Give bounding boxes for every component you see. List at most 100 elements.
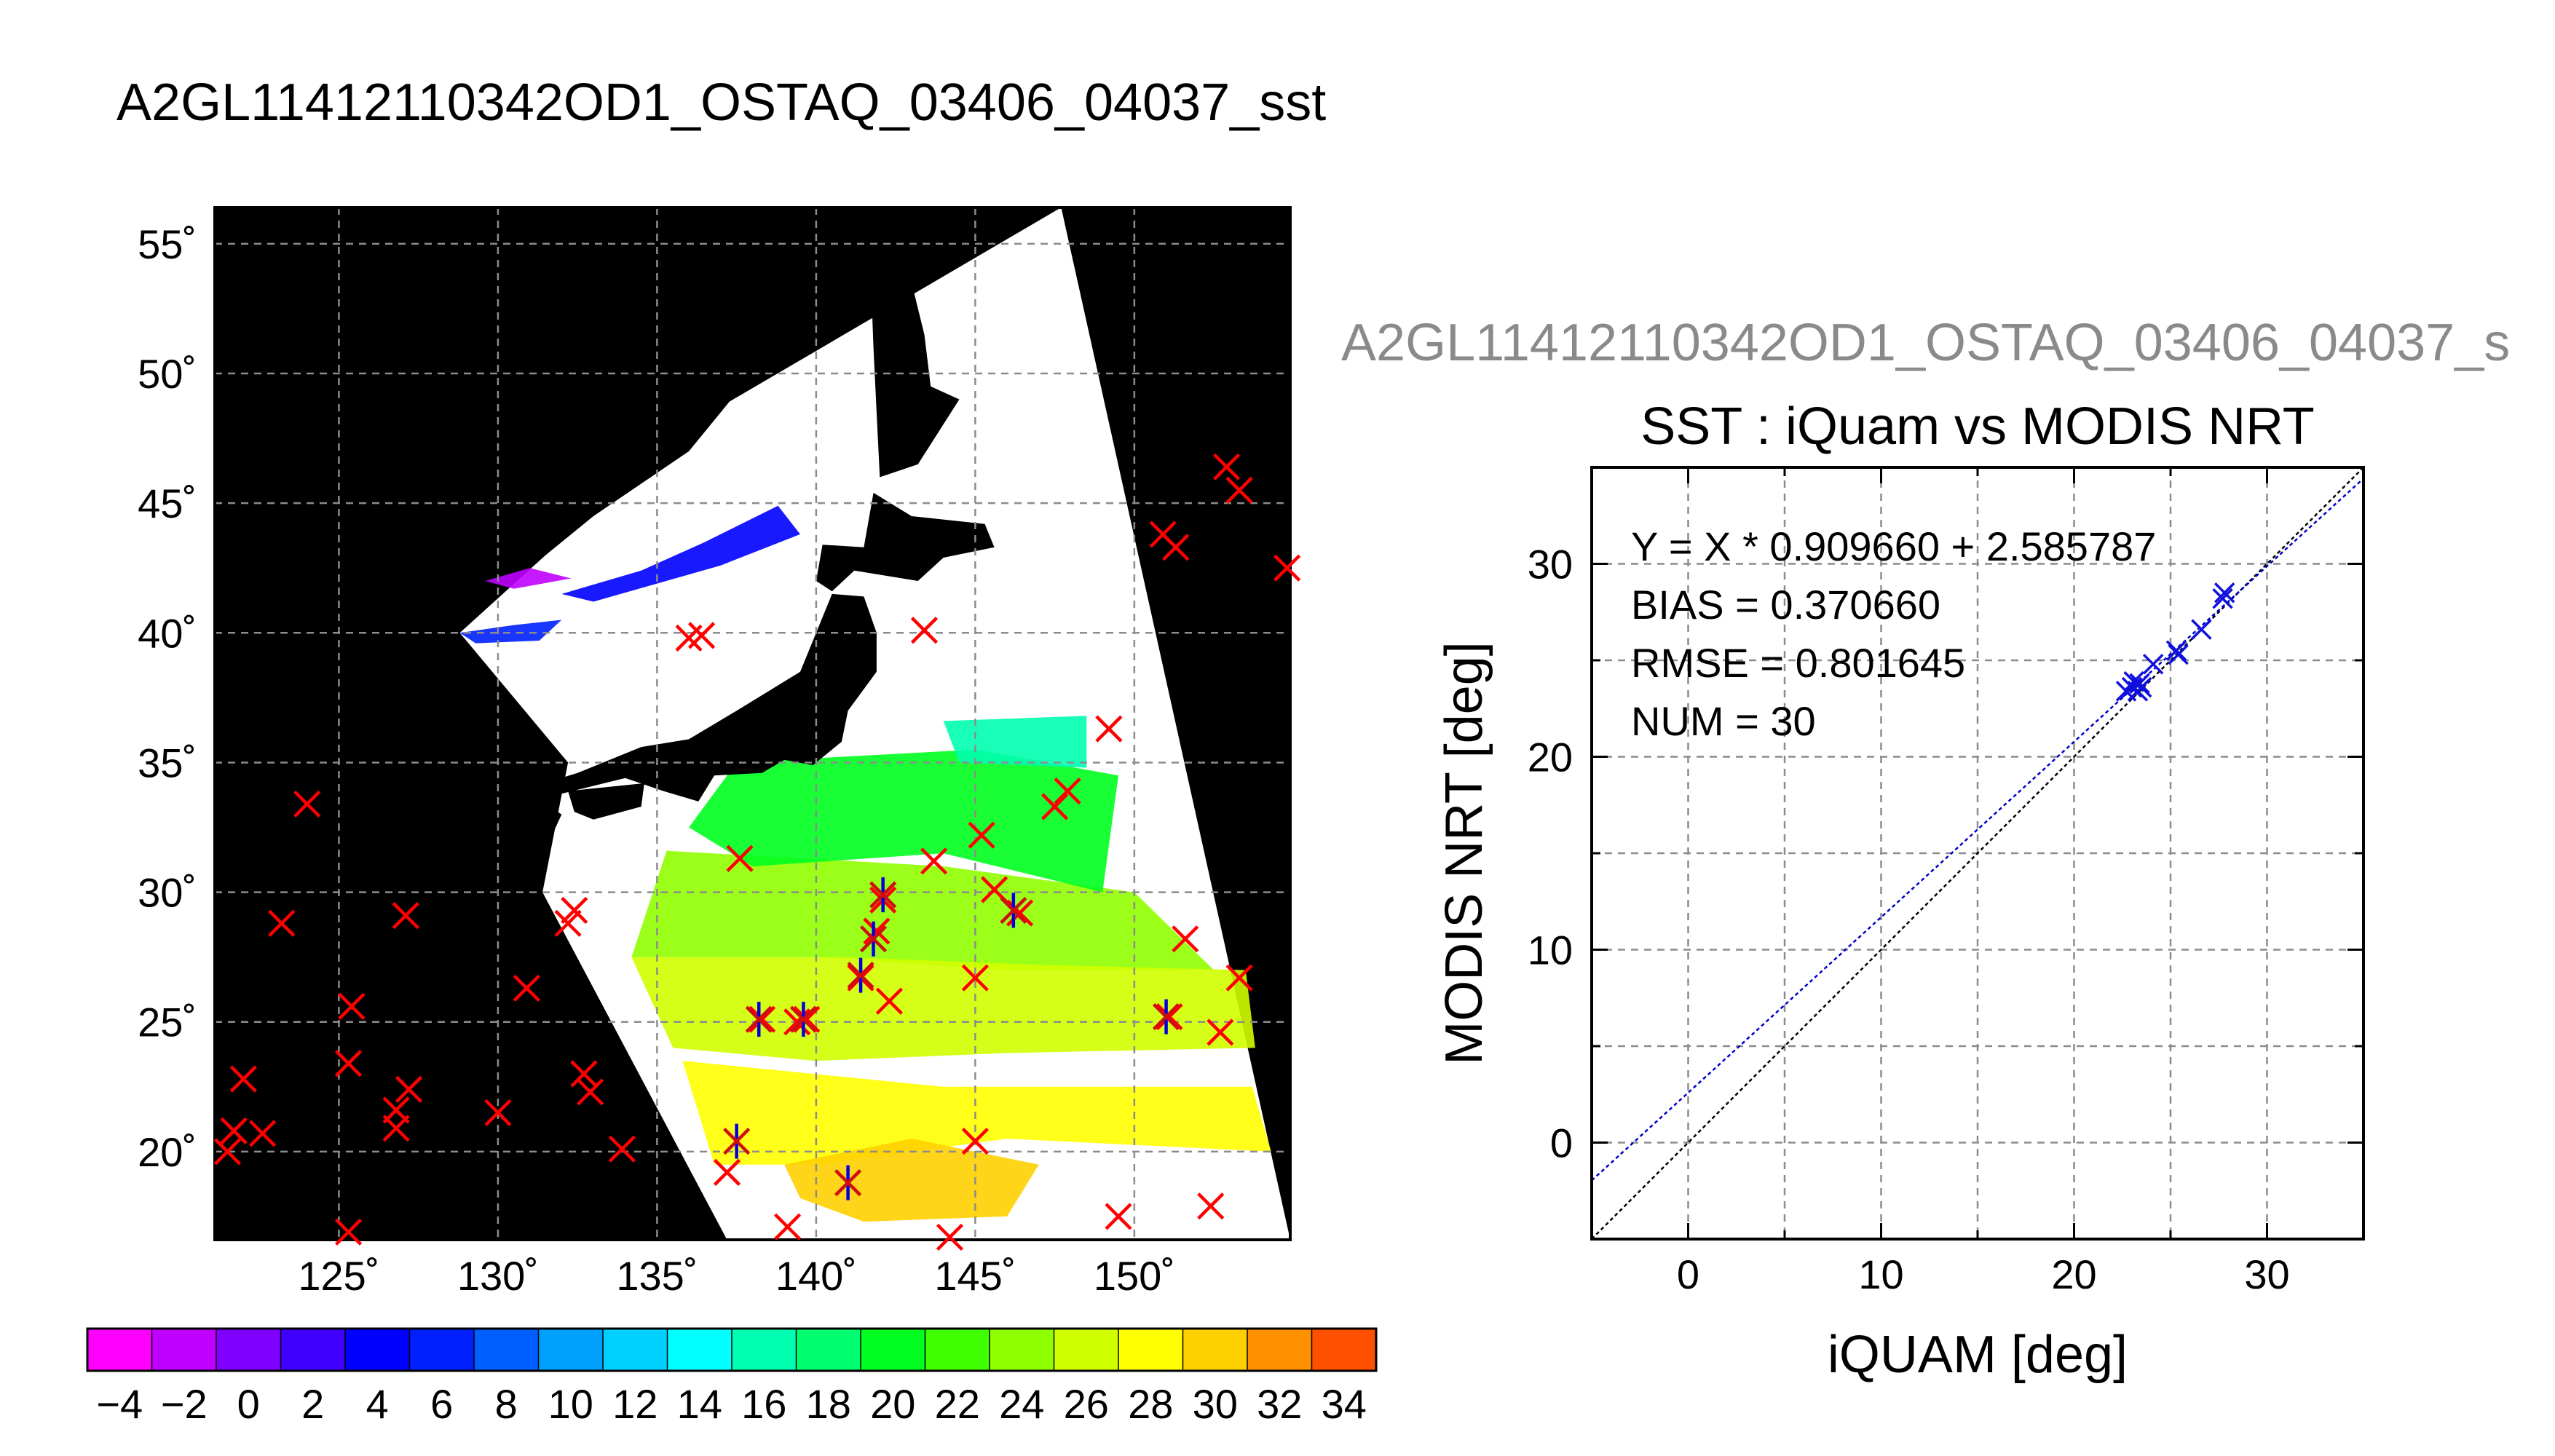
land-sakhalin	[870, 261, 960, 478]
sst-field-1	[689, 749, 1118, 893]
lon-tick-label: 130˚	[457, 1253, 539, 1299]
red-x-marker	[382, 1115, 410, 1142]
red-x-marker	[961, 1128, 989, 1155]
scatter-lines	[1592, 467, 2364, 1239]
red-x-marker	[1006, 899, 1034, 927]
colorbar-cell	[216, 1329, 281, 1371]
colorbar-tick-label: 34	[1322, 1381, 1367, 1427]
sst-field-4	[682, 1061, 1271, 1165]
red-x-marker	[1225, 964, 1253, 992]
scatter-stat-line: Y = X * 0.909660 + 2.585787	[1631, 523, 2156, 569]
red-x-marker	[1273, 554, 1301, 582]
scatter-ytick-label: 10	[1528, 927, 1573, 973]
red-x-marker	[783, 1008, 811, 1036]
red-x-marker	[484, 1099, 512, 1127]
colorbar-tick-label: 28	[1128, 1381, 1173, 1427]
land-kyushu	[488, 794, 562, 866]
colorbar-cell	[1118, 1329, 1183, 1371]
red-x-marker	[1105, 1203, 1132, 1230]
scatter-xtick-label: 10	[1858, 1251, 1903, 1297]
red-x-marker	[1054, 778, 1081, 805]
scatter-xlabel: iQUAM [deg]	[1828, 1326, 2128, 1384]
red-x-marker	[229, 1065, 257, 1093]
colorbar-tick-label: 0	[237, 1381, 260, 1427]
blue-star-marker	[745, 1002, 773, 1037]
sst-field-8	[485, 568, 572, 589]
scatter-panel: SST : iQuam vs MODIS NRT 0 10 20 300102030 …	[1435, 397, 2365, 1384]
colorbar-tick-label: 24	[999, 1381, 1044, 1427]
scatter-point	[2129, 673, 2150, 695]
red-x-marker	[793, 1005, 821, 1033]
scatter-point	[2212, 587, 2233, 609]
red-x-marker	[920, 847, 948, 875]
red-x-marker	[213, 1138, 242, 1166]
scatter-ytick-label: 30	[1528, 542, 1573, 587]
red-x-marker	[875, 987, 903, 1015]
land-honshu	[526, 593, 877, 802]
colorbar-tick-label: 4	[366, 1381, 389, 1427]
red-x-marker	[338, 992, 366, 1020]
scatter-panel-label: A2GL11412110342OD1_OSTAQ_03406_04037_s	[1341, 314, 2510, 372]
lat-tick-label: 35˚	[138, 740, 197, 786]
red-x-marker	[570, 1060, 598, 1088]
colorbar-cell	[474, 1329, 539, 1371]
lon-tick-labels: 125˚ 130˚ 135˚ 140˚ 145˚ 150˚	[298, 1253, 1175, 1299]
colorbar-tick-label: 8	[495, 1381, 518, 1427]
scatter-point	[2191, 619, 2212, 640]
scatter-stat-line: BIAS = 0.370660	[1631, 582, 1940, 628]
red-x-marker	[1213, 453, 1241, 480]
colorbar-tick-labels: −4 −2 0 2 4 6 8 10 12 14 16 18 20 22 24 26 28 30 32 34	[96, 1381, 1367, 1427]
scatter-xtick-label: 0	[1677, 1251, 1699, 1297]
sst-field-7	[459, 620, 562, 644]
colorbar-tick-label: 20	[870, 1381, 915, 1427]
colorbar-tick-label: 6	[430, 1381, 453, 1427]
scatter-ticks: 0 10 20 30 0 10 20 30	[1528, 467, 2364, 1297]
colorbar-cell	[1182, 1329, 1248, 1371]
red-x-marker	[293, 790, 321, 818]
lat-tick-label: 45˚	[138, 480, 197, 526]
red-x-marker	[773, 1213, 802, 1241]
scatter-xtick-label: 20	[2051, 1251, 2096, 1297]
red-x-marker	[1041, 793, 1069, 820]
blue-star-marker	[859, 921, 888, 957]
red-x-marker	[961, 964, 989, 992]
red-x-marker	[513, 974, 540, 1002]
colorbar-cell	[1311, 1329, 1377, 1371]
red-x-marker	[713, 1158, 741, 1186]
scatter-point	[2165, 640, 2187, 661]
red-x-marker	[334, 1218, 363, 1246]
colorbar-cell	[280, 1329, 346, 1371]
colorbar-tick-label: 32	[1257, 1381, 1302, 1427]
colorbar-tick-label: 26	[1064, 1381, 1109, 1427]
station-markers	[213, 453, 1301, 1251]
figure-title: A2GL11412110342OD1_OSTAQ_03406_04037_sst	[117, 74, 1326, 132]
scatter-stat-line: NUM = 30	[1631, 698, 1816, 744]
lat-tick-label: 40˚	[138, 610, 197, 656]
lat-tick-label: 50˚	[138, 351, 197, 397]
red-x-marker	[910, 617, 939, 644]
colorbar-tick-label: 22	[935, 1381, 980, 1427]
scatter-point	[2142, 654, 2164, 675]
red-x-marker	[554, 909, 582, 937]
red-x-marker	[1197, 1192, 1225, 1220]
colorbar-cell	[990, 1329, 1054, 1371]
map-frame	[213, 206, 1292, 1241]
colorbar-tick-label: 16	[741, 1381, 786, 1427]
lat-tick-label: 30˚	[138, 870, 197, 916]
scatter-points	[2115, 582, 2235, 702]
lat-tick-label: 25˚	[138, 1000, 197, 1045]
red-x-marker	[1162, 534, 1190, 561]
scatter-ytick-label: 20	[1528, 735, 1573, 780]
colorbar-cell	[861, 1329, 925, 1371]
blue-star-marker	[869, 877, 897, 913]
sst-field-2	[943, 716, 1087, 768]
blue-star-marker	[847, 957, 874, 993]
red-x-marker	[1156, 1003, 1183, 1031]
red-x-marker	[392, 902, 419, 930]
colorbar-cell	[732, 1329, 797, 1371]
lon-tick-label: 140˚	[775, 1253, 857, 1299]
red-x-marker	[561, 896, 588, 925]
red-x-marker	[726, 844, 754, 872]
red-x-marker	[608, 1135, 636, 1163]
